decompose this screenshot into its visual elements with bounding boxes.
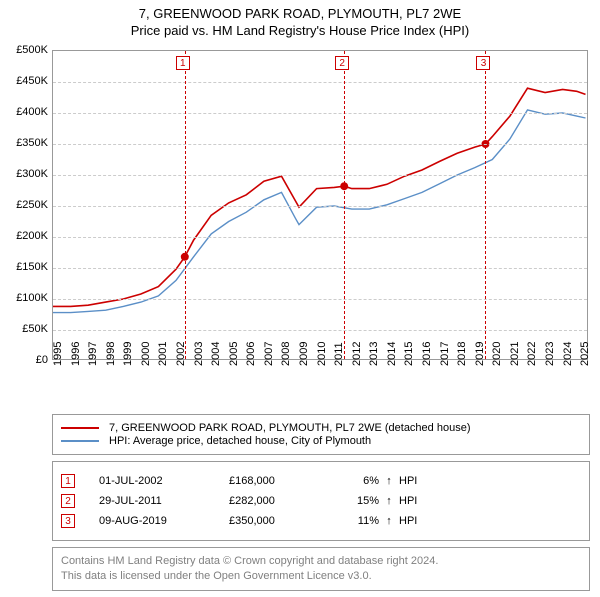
- grid-line: [53, 82, 587, 83]
- x-axis-label: 2000: [140, 342, 152, 366]
- titles: 7, GREENWOOD PARK ROAD, PLYMOUTH, PL7 2W…: [0, 0, 600, 40]
- transaction-date: 09-AUG-2019: [99, 515, 229, 527]
- arrow-up-icon: ↑: [379, 495, 399, 507]
- y-axis-label: £50K: [0, 323, 48, 335]
- x-axis-label: 2007: [263, 342, 275, 366]
- sale-vline: [185, 51, 186, 359]
- x-axis-label: 2006: [245, 342, 257, 366]
- x-axis-label: 2022: [526, 342, 538, 366]
- x-axis-label: 1997: [87, 342, 99, 366]
- x-axis-label: 2016: [421, 342, 433, 366]
- transaction-price: £282,000: [229, 495, 329, 507]
- y-axis-label: £150K: [0, 261, 48, 273]
- x-axis-label: 2019: [474, 342, 486, 366]
- sale-marker-box: 3: [476, 56, 490, 70]
- transaction-ref: HPI: [399, 495, 417, 507]
- x-axis-label: 1998: [105, 342, 117, 366]
- x-axis-label: 2004: [210, 342, 222, 366]
- page-container: 7, GREENWOOD PARK ROAD, PLYMOUTH, PL7 2W…: [0, 0, 600, 591]
- x-axis-label: 2023: [544, 342, 556, 366]
- transaction-price: £168,000: [229, 475, 329, 487]
- transaction-pct: 6%: [329, 475, 379, 487]
- x-axis-label: 2020: [491, 342, 503, 366]
- legend-label-2: HPI: Average price, detached house, City…: [109, 435, 371, 447]
- chart-area: £0 £50K £100K £150K £200K £250K £300K £350K £400…: [0, 40, 600, 410]
- x-axis-label: 2005: [228, 342, 240, 366]
- x-axis-label: 2012: [351, 342, 363, 366]
- x-axis-label: 2002: [175, 342, 187, 366]
- y-axis-label: £450K: [0, 75, 48, 87]
- y-axis-label: £300K: [0, 168, 48, 180]
- x-axis-label: 2008: [280, 342, 292, 366]
- legend-row-1: 7, GREENWOOD PARK ROAD, PLYMOUTH, PL7 2W…: [61, 422, 581, 434]
- grid-line: [53, 237, 587, 238]
- transaction-price: £350,000: [229, 515, 329, 527]
- x-axis-label: 2024: [562, 342, 574, 366]
- x-axis-label: 2021: [509, 342, 521, 366]
- legend-swatch-1: [61, 427, 99, 429]
- footer-line-1: Contains HM Land Registry data © Crown c…: [61, 554, 581, 569]
- transaction-ref: HPI: [399, 475, 417, 487]
- plot: [52, 50, 588, 360]
- transaction-pct: 11%: [329, 515, 379, 527]
- x-axis-label: 1996: [70, 342, 82, 366]
- transaction-marker: 1: [61, 474, 75, 488]
- legend: 7, GREENWOOD PARK ROAD, PLYMOUTH, PL7 2W…: [52, 414, 590, 455]
- legend-swatch-2: [61, 440, 99, 442]
- transaction-row: 1 01-JUL-2002£168,0006%↑HPI: [61, 474, 581, 488]
- grid-line: [53, 206, 587, 207]
- transaction-row: 3 09-AUG-2019£350,00011%↑HPI: [61, 514, 581, 528]
- transaction-marker: 2: [61, 494, 75, 508]
- footer: Contains HM Land Registry data © Crown c…: [52, 547, 590, 591]
- x-axis-label: 2010: [316, 342, 328, 366]
- y-axis-label: £100K: [0, 292, 48, 304]
- y-axis-label: £0: [0, 354, 48, 366]
- arrow-up-icon: ↑: [379, 515, 399, 527]
- legend-row-2: HPI: Average price, detached house, City…: [61, 435, 581, 447]
- x-axis-label: 2001: [157, 342, 169, 366]
- transaction-ref: HPI: [399, 515, 417, 527]
- x-axis-label: 1999: [122, 342, 134, 366]
- grid-line: [53, 330, 587, 331]
- sale-vline: [485, 51, 486, 359]
- series-line-1: [53, 88, 586, 306]
- legend-label-1: 7, GREENWOOD PARK ROAD, PLYMOUTH, PL7 2W…: [109, 422, 470, 434]
- sale-vline: [344, 51, 345, 359]
- transaction-date: 01-JUL-2002: [99, 475, 229, 487]
- grid-line: [53, 299, 587, 300]
- arrow-up-icon: ↑: [379, 475, 399, 487]
- x-axis-label: 2018: [456, 342, 468, 366]
- y-axis-label: £400K: [0, 106, 48, 118]
- footer-line-2: This data is licensed under the Open Gov…: [61, 569, 581, 584]
- transaction-marker: 3: [61, 514, 75, 528]
- y-axis-label: £250K: [0, 199, 48, 211]
- title-sub: Price paid vs. HM Land Registry's House …: [0, 23, 600, 38]
- x-axis-label: 2015: [403, 342, 415, 366]
- y-axis-label: £500K: [0, 44, 48, 56]
- x-axis-label: 1995: [52, 342, 64, 366]
- grid-line: [53, 113, 587, 114]
- x-axis-label: 2017: [439, 342, 451, 366]
- grid-line: [53, 144, 587, 145]
- x-axis-label: 2014: [386, 342, 398, 366]
- sale-marker-box: 2: [335, 56, 349, 70]
- title-main: 7, GREENWOOD PARK ROAD, PLYMOUTH, PL7 2W…: [0, 6, 600, 21]
- series-line-2: [53, 110, 586, 313]
- x-axis-label: 2003: [193, 342, 205, 366]
- x-axis-label: 2011: [333, 342, 345, 366]
- sale-marker-box: 1: [176, 56, 190, 70]
- grid-line: [53, 268, 587, 269]
- transactions-table: 101-JUL-2002£168,0006%↑HPI229-JUL-2011£2…: [52, 461, 590, 541]
- transaction-date: 29-JUL-2011: [99, 495, 229, 507]
- grid-line: [53, 175, 587, 176]
- transaction-pct: 15%: [329, 495, 379, 507]
- x-axis-label: 2025: [579, 342, 591, 366]
- transaction-row: 2 29-JUL-2011£282,00015%↑HPI: [61, 494, 581, 508]
- x-axis-label: 2009: [298, 342, 310, 366]
- y-axis-label: £350K: [0, 137, 48, 149]
- y-axis-label: £200K: [0, 230, 48, 242]
- x-axis-label: 2013: [368, 342, 380, 366]
